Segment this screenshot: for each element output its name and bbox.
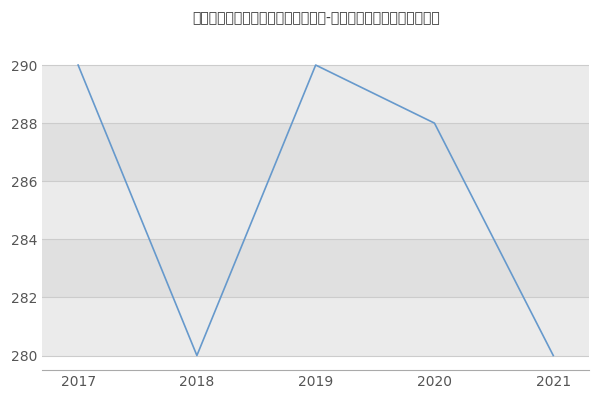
Bar <box>43 123 589 181</box>
Bar <box>43 298 589 356</box>
Bar <box>43 65 589 123</box>
Bar <box>43 181 589 239</box>
Bar <box>43 239 589 298</box>
Title: 西北大学矿物学、岩石学、矿床学（-历年复试）研究生录取分数线: 西北大学矿物学、岩石学、矿床学（-历年复试）研究生录取分数线 <box>192 11 440 25</box>
